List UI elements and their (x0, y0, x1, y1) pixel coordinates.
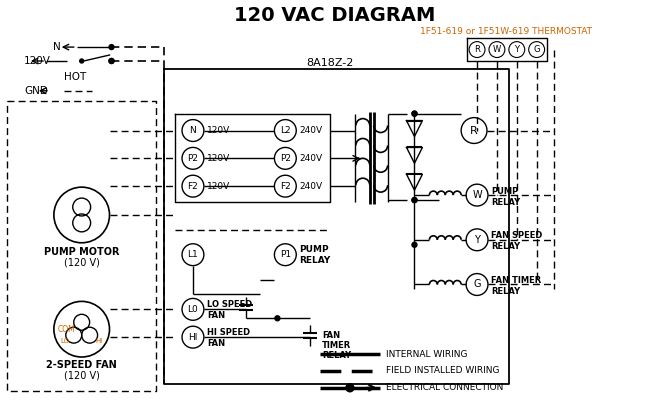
Text: 2-SPEED FAN: 2-SPEED FAN (46, 360, 117, 370)
Text: P1: P1 (280, 250, 291, 259)
Text: Y: Y (515, 45, 519, 54)
Circle shape (346, 384, 354, 392)
Circle shape (412, 111, 417, 116)
Text: ELECTRICAL CONNECTION: ELECTRICAL CONNECTION (386, 383, 503, 392)
Text: RELAY: RELAY (491, 197, 520, 207)
Text: 120V: 120V (207, 126, 230, 135)
Text: 120 VAC DIAGRAM: 120 VAC DIAGRAM (234, 6, 436, 25)
Text: FAN: FAN (322, 331, 340, 340)
Text: LO SPEED: LO SPEED (207, 300, 252, 309)
Text: P2: P2 (188, 154, 198, 163)
Text: W: W (493, 45, 501, 54)
Text: HI SPEED: HI SPEED (207, 328, 250, 337)
Text: RELAY: RELAY (322, 351, 351, 360)
Text: FAN SPEED: FAN SPEED (491, 231, 542, 241)
Text: FAN TIMER: FAN TIMER (491, 276, 541, 285)
Text: F2: F2 (280, 182, 291, 191)
Text: Y: Y (474, 235, 480, 245)
Text: N: N (190, 126, 196, 135)
Text: HI: HI (95, 338, 103, 344)
Text: RELAY: RELAY (491, 287, 520, 296)
Text: RELAY: RELAY (491, 242, 520, 251)
Text: PUMP: PUMP (491, 186, 518, 196)
Text: PUMP: PUMP (299, 245, 329, 254)
Circle shape (109, 44, 114, 49)
Text: 1F51-619 or 1F51W-619 THERMOSTAT: 1F51-619 or 1F51W-619 THERMOSTAT (420, 27, 592, 36)
Text: 240V: 240V (299, 182, 322, 191)
Circle shape (412, 198, 417, 202)
Circle shape (80, 59, 84, 63)
Text: 240V: 240V (299, 154, 322, 163)
Text: L1: L1 (188, 250, 198, 259)
Text: F2: F2 (188, 182, 198, 191)
Text: P2: P2 (280, 154, 291, 163)
Text: HOT: HOT (64, 72, 86, 82)
Circle shape (412, 198, 417, 202)
Circle shape (412, 242, 417, 247)
Text: R: R (470, 126, 478, 135)
Text: L0: L0 (188, 305, 198, 314)
Text: FIELD INSTALLED WIRING: FIELD INSTALLED WIRING (386, 367, 499, 375)
Text: 120V: 120V (24, 56, 51, 66)
Text: L2: L2 (280, 126, 291, 135)
Circle shape (275, 316, 280, 321)
Text: 8A18Z-2: 8A18Z-2 (306, 58, 354, 68)
Text: RELAY: RELAY (299, 256, 330, 265)
Text: G: G (533, 45, 540, 54)
Text: TIMER: TIMER (322, 341, 351, 349)
Text: INTERNAL WIRING: INTERNAL WIRING (386, 349, 467, 359)
Text: COM: COM (58, 325, 76, 334)
Text: 120V: 120V (207, 154, 230, 163)
Text: N: N (53, 42, 61, 52)
Text: W: W (472, 190, 482, 200)
Circle shape (109, 59, 114, 63)
Text: (120 V): (120 V) (64, 258, 100, 268)
Text: (120 V): (120 V) (64, 371, 100, 381)
Text: FAN: FAN (207, 339, 225, 348)
Text: HI: HI (188, 333, 198, 341)
Text: G: G (473, 279, 481, 290)
Text: LO: LO (60, 338, 69, 344)
Text: R: R (474, 45, 480, 54)
Text: 240V: 240V (299, 126, 322, 135)
Text: PUMP MOTOR: PUMP MOTOR (44, 247, 119, 257)
Text: FAN: FAN (207, 311, 225, 320)
Circle shape (412, 111, 417, 116)
Circle shape (109, 59, 114, 63)
Text: 120V: 120V (207, 182, 230, 191)
Text: GND: GND (24, 86, 48, 96)
